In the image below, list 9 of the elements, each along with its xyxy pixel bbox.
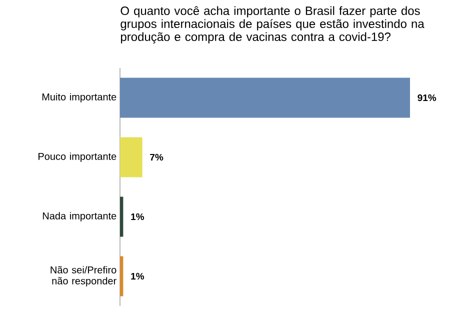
y-tick-label: Pouco importante [38, 152, 116, 162]
y-tick-label: Nada importante [42, 212, 116, 222]
chart-title: O quanto você acha importante o Brasil fazer parte dos grupos internacionais de países que estão investindo na produção e compra de vacinas contra a covid-19? [120, 6, 424, 44]
y-tick-label: Não sei/Prefiro não responder [50, 266, 116, 286]
data-label: 7% [150, 154, 164, 161]
data-label: 1% [131, 272, 144, 280]
data-label: 1% [131, 213, 144, 220]
y-tick-label: Muito importante [42, 93, 116, 102]
data-label: 91% [418, 94, 436, 102]
